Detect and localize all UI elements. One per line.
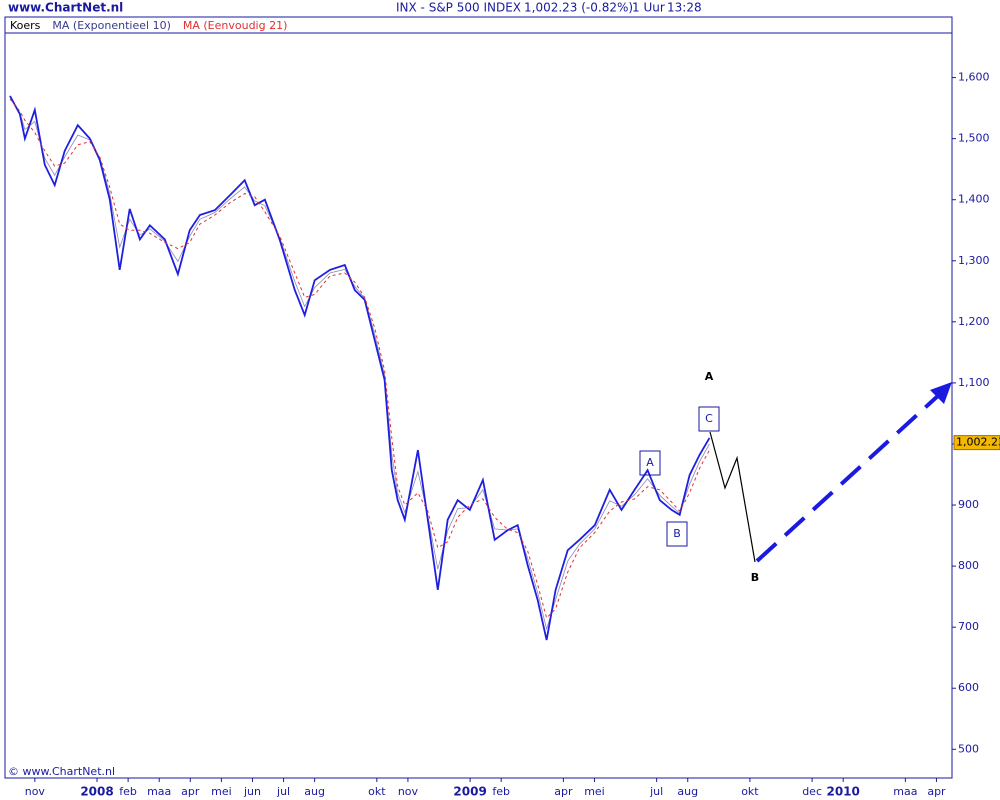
y-tick-label: 800 <box>958 559 979 572</box>
projection-arrow <box>755 392 942 563</box>
y-tick-label: 900 <box>958 498 979 511</box>
y-tick-label: 1,500 <box>958 132 990 145</box>
time: 13:28 <box>667 1 702 15</box>
x-tick-label: maa <box>893 785 917 798</box>
wave-box <box>639 450 661 476</box>
x-tick-label: nov <box>25 785 46 798</box>
y-tick-label: 600 <box>958 681 979 694</box>
interval: 1 Uur <box>632 1 665 15</box>
y-tick-label: 1,100 <box>958 376 990 389</box>
x-tick-label: apr <box>927 785 946 798</box>
x-tick-label: 2009 <box>453 785 486 799</box>
wave-label-minor: B <box>673 527 681 540</box>
y-tick-label: 1,200 <box>958 315 990 328</box>
y-tick-label: 700 <box>958 620 979 633</box>
x-tick-label: 2010 <box>826 785 859 799</box>
current-value-box <box>953 435 1000 451</box>
series-line <box>9 95 711 641</box>
y-tick-label: 500 <box>958 742 979 755</box>
x-tick-label: jun <box>243 785 261 798</box>
x-tick-label: okt <box>741 785 759 798</box>
x-tick-label: jul <box>649 785 663 798</box>
x-tick-label: nov <box>398 785 419 798</box>
x-tick-label: feb <box>492 785 510 798</box>
current-value-label: 1,002.23 <box>956 436 1000 449</box>
footer: © www.ChartNet.nl <box>8 765 115 778</box>
x-tick-label: okt <box>368 785 386 798</box>
x-tick-label: feb <box>119 785 137 798</box>
wave-box <box>666 521 688 547</box>
y-tick-label: 1,600 <box>958 71 990 84</box>
y-tick-label: 1,400 <box>958 193 990 206</box>
wave-label-minor: C <box>705 412 713 425</box>
plot-frame <box>4 16 953 779</box>
legend-entry: MA (Exponentieel 10) <box>52 19 170 32</box>
wave-label-minor: A <box>646 456 654 469</box>
x-tick-label: jul <box>276 785 290 798</box>
chart-title: INX - S&P 500 INDEX <box>396 1 521 15</box>
x-tick-label: mei <box>584 785 605 798</box>
wave-box <box>698 406 720 432</box>
y-tick-label: 1,300 <box>958 254 990 267</box>
x-tick-label: dec <box>802 785 822 798</box>
series-line <box>9 98 710 619</box>
x-tick-label: maa <box>147 785 171 798</box>
projection-line <box>709 431 756 563</box>
quote: 1,002.23 (-0.82%) <box>524 1 633 15</box>
x-tick-label: mei <box>211 785 232 798</box>
x-tick-label: aug <box>677 785 698 798</box>
series-line <box>9 96 710 631</box>
wave-label-major: A <box>705 370 714 383</box>
x-tick-label: 2008 <box>80 785 113 799</box>
x-tick-label: apr <box>554 785 573 798</box>
x-tick-label: aug <box>304 785 325 798</box>
legend-entry: Koers <box>10 19 41 32</box>
wave-label-major: B <box>751 571 759 584</box>
arrow-head <box>930 382 952 404</box>
x-tick-label: apr <box>181 785 200 798</box>
legend-entry: MA (Eenvoudig 21) <box>183 19 288 32</box>
site-name: www.ChartNet.nl <box>8 1 123 15</box>
